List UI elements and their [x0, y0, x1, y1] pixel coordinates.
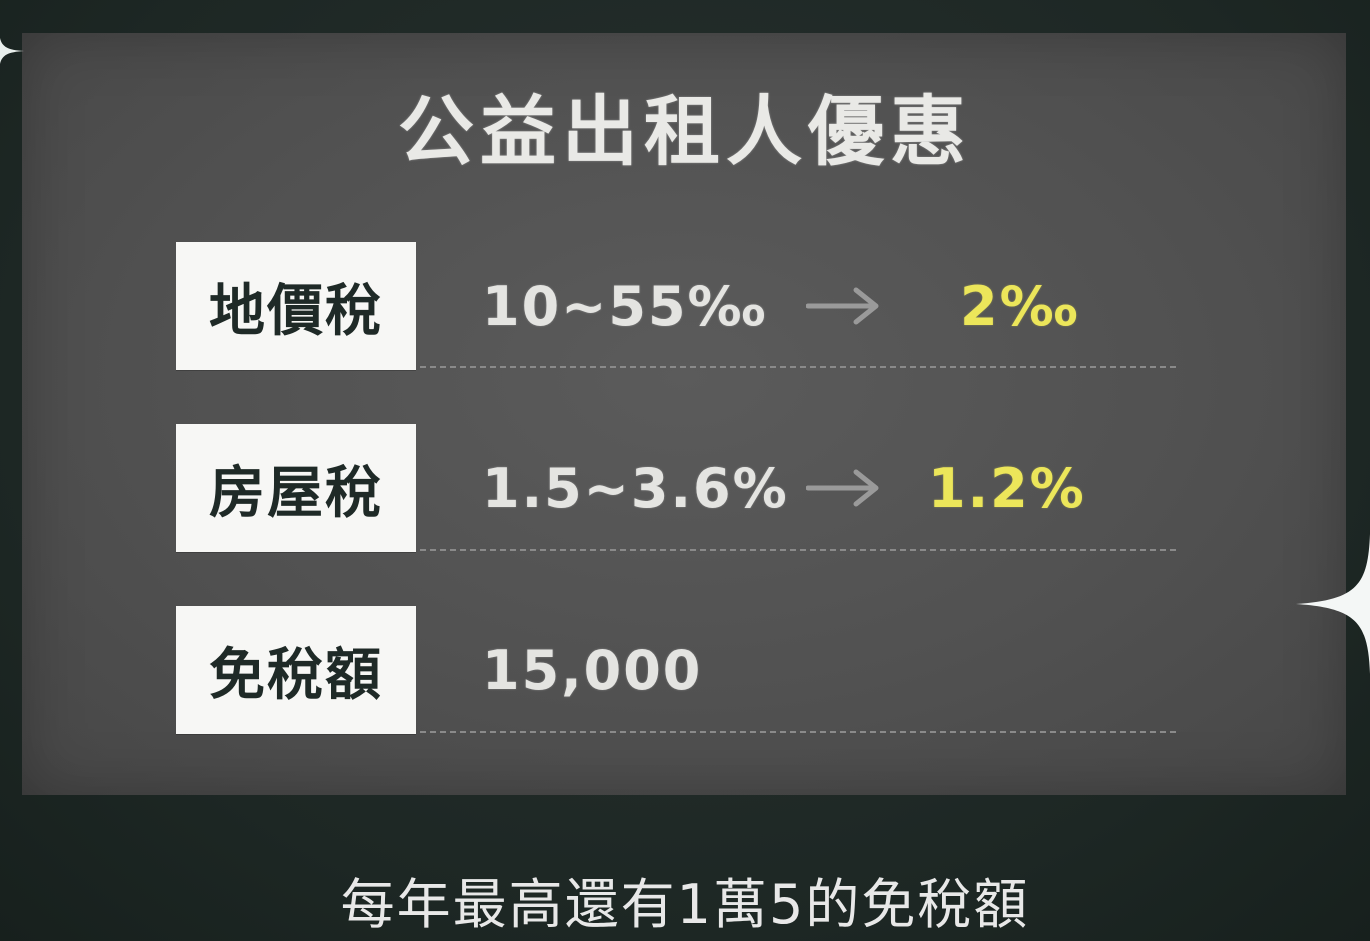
row-divider [420, 366, 1176, 368]
row-label-land-value-tax: 地價稅 [176, 242, 416, 370]
row-to-house-tax: 1.2% [928, 456, 1086, 520]
row-divider [420, 731, 1176, 733]
row-from-house-tax: 1.5~3.6% [482, 456, 789, 520]
sparkle-icon [0, 38, 24, 64]
row-label-tax-exemption: 免稅額 [176, 606, 416, 734]
subtitle-caption: 每年最高還有1萬5的免稅額 [340, 873, 1030, 936]
row-label-house-tax: 房屋稅 [176, 424, 416, 552]
row-divider [420, 549, 1176, 551]
arrow-right-icon [806, 424, 880, 552]
row-value-tax-exemption: 15,000 [482, 638, 703, 702]
sparkle-icon [1296, 534, 1370, 674]
row-to-land-value-tax: 2‰ [960, 274, 1080, 338]
arrow-right-icon [806, 242, 880, 370]
board-title: 公益出租人優惠 [398, 87, 972, 176]
row-from-land-value-tax: 10~55‰ [482, 274, 768, 338]
